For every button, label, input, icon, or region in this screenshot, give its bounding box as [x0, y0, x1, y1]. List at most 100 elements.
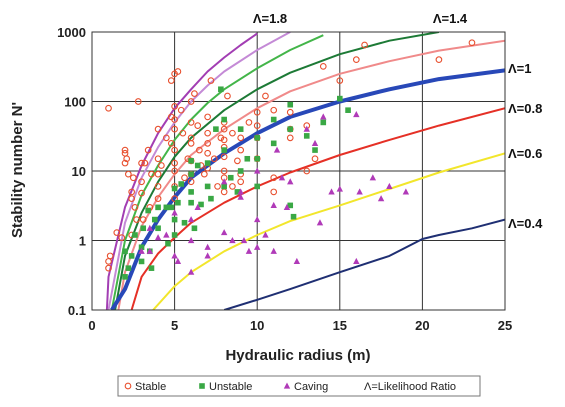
caving-point: [204, 252, 211, 259]
stable-point: [200, 170, 208, 178]
curve-label: Λ=1.8: [253, 11, 287, 26]
stable-point: [286, 134, 294, 142]
x-tick-label: 25: [498, 318, 512, 333]
stable-point: [229, 183, 236, 190]
legend-label: Λ=Likelihood Ratio: [364, 381, 456, 393]
stable-point: [229, 129, 236, 137]
unstable-point: [171, 232, 178, 238]
unstable-point: [171, 216, 178, 223]
unstable-point: [188, 189, 194, 195]
legend-marker-caving: [283, 382, 291, 389]
caving-point: [353, 257, 360, 265]
stable-point: [171, 167, 178, 175]
unstable-point: [168, 204, 175, 211]
stable-point: [154, 125, 162, 133]
caving-point: [336, 185, 343, 192]
x-tick-label: 10: [250, 318, 264, 333]
unstable-point: [218, 86, 224, 93]
caving-point: [273, 146, 281, 153]
caving-point: [237, 188, 244, 195]
x-tick-label: 5: [171, 318, 178, 333]
caving-point: [293, 257, 301, 265]
caving-point: [204, 243, 211, 250]
unstable-point: [204, 183, 211, 190]
stable-point: [121, 159, 129, 167]
stable-point: [187, 178, 195, 186]
stable-point: [138, 178, 145, 186]
stable-point: [303, 167, 311, 175]
unstable-point: [198, 201, 204, 208]
stable-point: [361, 41, 368, 49]
legend: Stable Unstable Caving Λ=Likelihood Ratio: [117, 375, 481, 397]
stable-point: [217, 134, 225, 142]
stable-point: [124, 170, 132, 178]
unstable-point: [227, 174, 234, 181]
unstable-point: [138, 244, 145, 251]
stable-point: [191, 90, 198, 97]
stable-point: [234, 157, 241, 165]
unstable-point: [254, 183, 260, 190]
unstable-point: [155, 225, 161, 232]
stable-point: [245, 119, 253, 126]
unstable-point: [181, 219, 188, 226]
stable-point: [204, 129, 211, 137]
x-tick-label: 20: [415, 318, 429, 333]
unstable-point: [221, 183, 227, 190]
y-axis-title: Stability number N': [9, 102, 26, 238]
stable-point: [133, 216, 140, 223]
y-tick-label: 1000: [57, 25, 86, 40]
caving-point: [187, 268, 195, 275]
caving-point: [270, 201, 277, 208]
unstable-point: [178, 181, 185, 187]
stable-point: [138, 159, 145, 167]
unstable-point: [155, 204, 161, 211]
unstable-point: [151, 216, 158, 223]
stable-point: [141, 159, 149, 167]
unstable-point: [303, 133, 310, 139]
ratio-curve-3: [114, 32, 440, 310]
caving-point: [402, 188, 410, 195]
unstable-point: [163, 204, 170, 211]
stable-point: [162, 134, 170, 142]
unstable-point: [221, 147, 227, 153]
stable-point: [237, 146, 245, 154]
caving-point: [237, 193, 244, 200]
unstable-point: [270, 140, 277, 147]
unstable-point: [145, 207, 151, 214]
stable-point: [154, 195, 162, 203]
unstable-point: [254, 155, 260, 162]
legend-box: [117, 375, 481, 397]
stable-point: [154, 183, 162, 190]
stable-point: [286, 108, 294, 116]
stable-point: [171, 103, 178, 110]
stable-point: [204, 149, 211, 157]
stable-point: [435, 56, 443, 64]
stable-point: [171, 125, 178, 133]
caving-point: [262, 231, 269, 238]
stable-point: [144, 146, 152, 154]
caving-point: [220, 229, 228, 236]
curve-label: Λ=0.8: [508, 101, 542, 116]
legend-marker-unstable: [199, 383, 205, 389]
caving-point: [377, 195, 385, 202]
y-tick-label: 10: [72, 164, 86, 179]
unstable-point: [287, 202, 294, 209]
legend-marker-stable: [124, 382, 132, 390]
stable-point: [154, 170, 162, 178]
stable-point: [204, 113, 211, 121]
caving-point: [386, 182, 393, 190]
unstable-point: [345, 107, 351, 113]
plot-frame: [91, 31, 506, 311]
stable-point: [237, 134, 245, 142]
caving-point: [154, 234, 162, 241]
caving-point: [146, 247, 154, 254]
unstable-point: [337, 95, 343, 102]
caving-point: [240, 237, 248, 244]
unstable-point: [128, 253, 135, 259]
caving-point: [303, 125, 310, 132]
stable-point: [139, 216, 147, 223]
caving-point: [146, 224, 154, 231]
caving-point: [174, 257, 182, 265]
legend-label: Unstable: [209, 381, 252, 393]
curve-labels: Λ=1.8 Λ=1.4 Λ=1 Λ=0.8 Λ=0.6 Λ=0.4: [253, 11, 543, 231]
